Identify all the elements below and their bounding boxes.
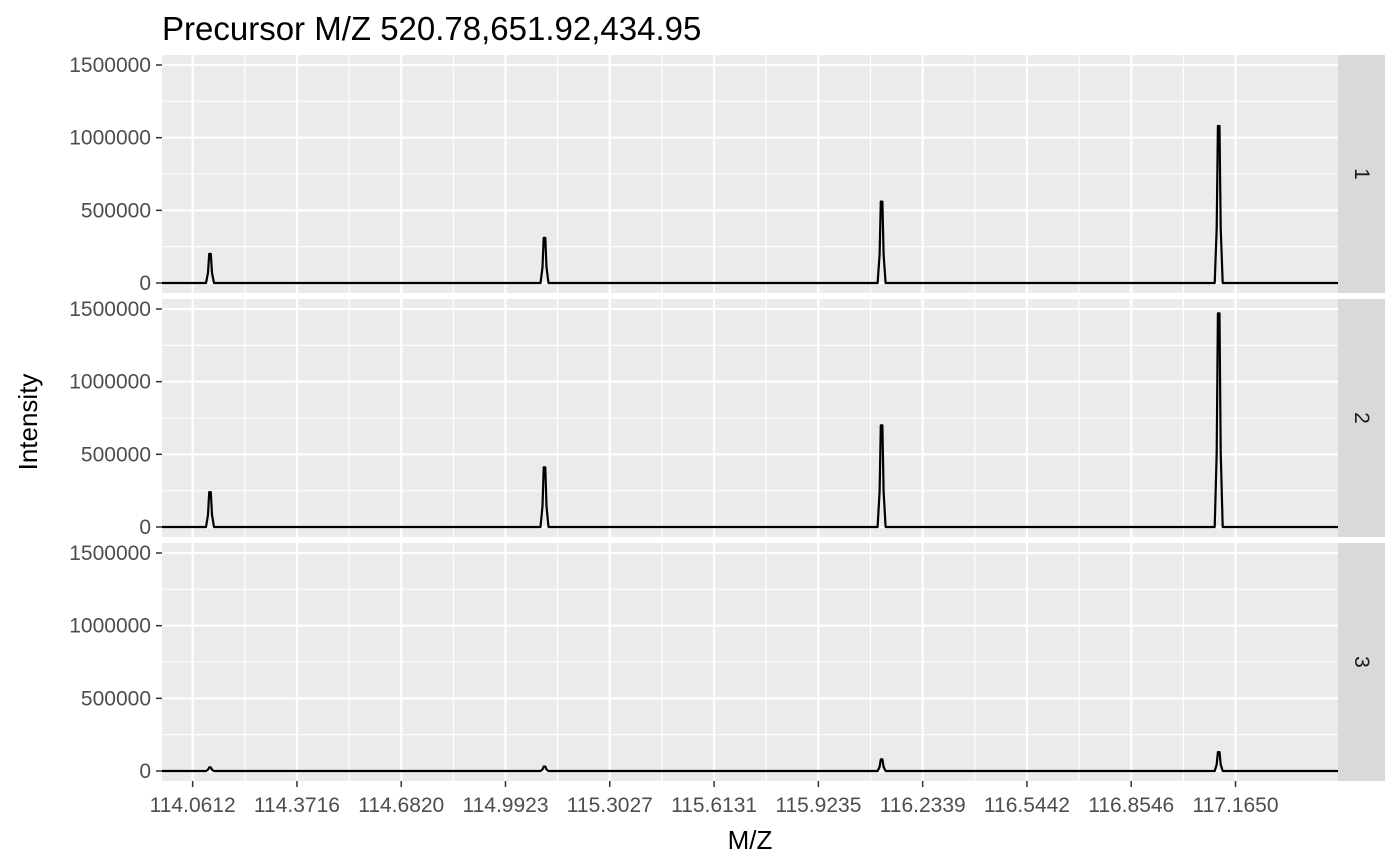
- peak-point: [881, 424, 883, 426]
- peak-point: [881, 758, 883, 760]
- y-tick-label: 1000000: [69, 371, 151, 394]
- peak-point: [209, 491, 211, 493]
- x-tick-label: 115.3027: [567, 794, 653, 817]
- facet-panels: 0 500000 1000000 1500000 1 0 500000 1000000 1500…: [69, 54, 1385, 783]
- y-axis-title: Intensity: [13, 374, 43, 471]
- facet-panel-2: 0 500000 1000000 1500000 2: [69, 298, 1385, 539]
- x-axis: 114.0612 114.3716 114.6820 114.9923 115.3027…: [150, 781, 1279, 817]
- x-tick-label: 115.6131: [671, 794, 757, 817]
- x-tick-label: 114.6820: [358, 794, 444, 817]
- x-tick-label: 116.2339: [880, 794, 966, 817]
- peak-point: [543, 766, 545, 768]
- x-tick-label: 116.5442: [984, 794, 1070, 817]
- peak-point: [209, 253, 211, 255]
- peak-point: [1218, 751, 1220, 753]
- facet-strip: [1338, 55, 1385, 293]
- y-tick-label: 1000000: [69, 127, 151, 150]
- y-tick-label: 1500000: [69, 542, 151, 565]
- spectrum-line-1: [162, 124, 1338, 285]
- spectrum-line-2: [162, 312, 1338, 529]
- facet-panel-1: 0 500000 1000000 1500000 1: [69, 54, 1385, 295]
- peak-point: [1218, 312, 1220, 314]
- y-tick-label: 1500000: [69, 298, 151, 321]
- y-tick-label: 1500000: [69, 54, 151, 77]
- peak-point: [209, 766, 211, 768]
- peak-point: [543, 466, 545, 468]
- x-tick-label: 117.1650: [1193, 794, 1279, 817]
- x-tick-label: 114.9923: [462, 794, 548, 817]
- x-tick-label: 114.3716: [254, 794, 340, 817]
- y-tick-label: 500000: [81, 199, 151, 222]
- peak-point: [881, 201, 883, 203]
- facet-panel-3: 0 500000 1000000 1500000 3: [69, 542, 1385, 783]
- y-tick-label: 500000: [81, 443, 151, 466]
- facet-strip-label: 1: [1350, 168, 1373, 180]
- facet-strip: [1338, 543, 1385, 781]
- x-tick-label: 114.0612: [150, 794, 236, 817]
- chart-title: Precursor M/Z 520.78,651.92,434.95: [162, 10, 701, 47]
- y-tick-label: 1000000: [69, 615, 151, 638]
- x-axis-title: M/Z: [728, 825, 773, 855]
- facet-strip-label: 2: [1350, 412, 1373, 424]
- facet-strip: [1338, 299, 1385, 537]
- facet-strip-label: 3: [1350, 656, 1373, 668]
- peak-point: [543, 237, 545, 239]
- x-tick-label: 116.8546: [1088, 794, 1174, 817]
- y-tick-label: 0: [139, 516, 151, 539]
- y-tick-label: 0: [139, 760, 151, 783]
- peak-point: [1218, 125, 1220, 127]
- y-tick-label: 0: [139, 272, 151, 295]
- spectrum-line-3: [162, 751, 1338, 773]
- x-tick-label: 115.9235: [775, 794, 861, 817]
- y-tick-label: 500000: [81, 687, 151, 710]
